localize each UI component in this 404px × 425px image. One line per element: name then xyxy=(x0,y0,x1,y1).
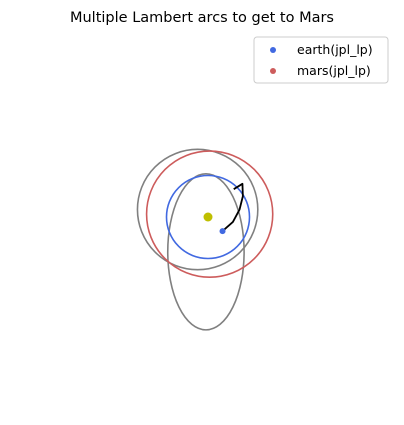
earth-orbit xyxy=(165,174,251,260)
lambert-arc xyxy=(221,182,244,232)
transfer-orbit-2 xyxy=(166,173,245,331)
legend: earth(jpl_lp) mars(jpl_lp) xyxy=(253,36,389,84)
sun-marker xyxy=(203,212,213,222)
legend-label-earth: earth(jpl_lp) xyxy=(297,42,373,57)
plot-area xyxy=(136,148,274,331)
earth-position-point xyxy=(219,228,226,235)
legend-label-mars: mars(jpl_lp) xyxy=(297,63,371,78)
chart-title: Multiple Lambert arcs to get to Mars xyxy=(70,10,334,26)
legend-marker-earth xyxy=(270,47,276,53)
legend-frame xyxy=(253,36,389,84)
transfer-orbit-1 xyxy=(136,148,259,271)
legend-marker-mars xyxy=(270,68,276,74)
mars-orbit xyxy=(145,150,274,278)
